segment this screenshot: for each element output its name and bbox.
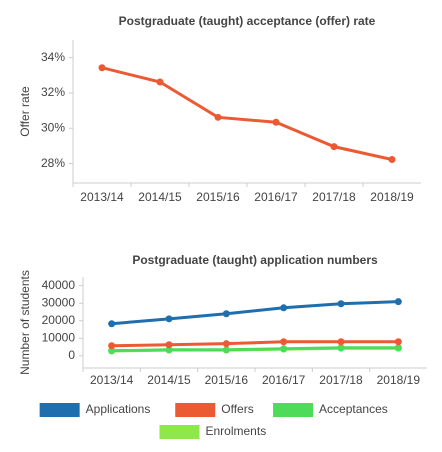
point bbox=[222, 340, 230, 348]
y-tick-label: 28% bbox=[41, 156, 65, 170]
y-tick-label: 32% bbox=[41, 85, 65, 99]
x-tick-label: 2015/16 bbox=[196, 190, 240, 204]
legend-swatch bbox=[273, 403, 314, 417]
x-tick-label: 2013/14 bbox=[80, 190, 124, 204]
point bbox=[394, 344, 402, 352]
point bbox=[280, 338, 288, 346]
point bbox=[214, 113, 222, 121]
series-line bbox=[111, 300, 399, 326]
legend-label: Enrolments bbox=[206, 424, 267, 438]
point bbox=[156, 78, 164, 86]
y-tick-label: 30% bbox=[41, 120, 65, 134]
x-tick-label: 2016/17 bbox=[254, 190, 298, 204]
point bbox=[98, 64, 106, 72]
point bbox=[337, 338, 345, 346]
y-axis-label: Offer rate bbox=[18, 86, 32, 137]
y-tick-label: 30000 bbox=[42, 295, 76, 309]
x-tick-label: 2017/18 bbox=[312, 190, 356, 204]
series-line bbox=[111, 346, 399, 353]
legend-label: Applications bbox=[86, 402, 151, 416]
x-tick-label: 2017/18 bbox=[319, 373, 363, 387]
point bbox=[330, 143, 338, 151]
point bbox=[222, 346, 230, 354]
legend-label: Acceptances bbox=[319, 402, 388, 416]
point bbox=[165, 346, 173, 354]
series-line bbox=[111, 340, 399, 348]
point bbox=[165, 341, 173, 349]
point bbox=[337, 300, 345, 308]
x-tick-label: 2018/19 bbox=[377, 373, 421, 387]
x-tick-label: 2014/15 bbox=[147, 373, 191, 387]
point bbox=[394, 338, 402, 346]
chart-title: Postgraduate (taught) application number… bbox=[132, 253, 378, 267]
legend-swatch bbox=[39, 403, 80, 417]
y-tick-label: 34% bbox=[41, 50, 65, 64]
point bbox=[165, 315, 173, 323]
point bbox=[388, 156, 396, 164]
x-tick-label: 2016/17 bbox=[262, 373, 306, 387]
point bbox=[222, 310, 230, 318]
point bbox=[272, 118, 280, 126]
y-tick-label: 0 bbox=[68, 348, 75, 362]
x-tick-label: 2015/16 bbox=[205, 373, 249, 387]
x-tick-label: 2018/19 bbox=[370, 190, 414, 204]
point bbox=[280, 345, 288, 353]
y-axis-label: Number of students bbox=[18, 270, 32, 375]
legend-swatch bbox=[159, 425, 200, 439]
point bbox=[280, 304, 288, 312]
legend-swatch bbox=[175, 403, 216, 417]
point bbox=[337, 344, 345, 352]
y-tick-label: 20000 bbox=[42, 313, 76, 327]
legend-label: Offers bbox=[221, 402, 253, 416]
x-tick-label: 2013/14 bbox=[90, 373, 134, 387]
point bbox=[394, 298, 402, 306]
point bbox=[108, 320, 116, 328]
point bbox=[108, 347, 116, 355]
y-tick-label: 40000 bbox=[42, 278, 76, 292]
x-tick-label: 2014/15 bbox=[138, 190, 182, 204]
point bbox=[108, 342, 116, 350]
chart-title: Postgraduate (taught) acceptance (offer)… bbox=[119, 14, 376, 28]
series-line bbox=[101, 66, 393, 161]
y-tick-label: 10000 bbox=[42, 330, 76, 344]
